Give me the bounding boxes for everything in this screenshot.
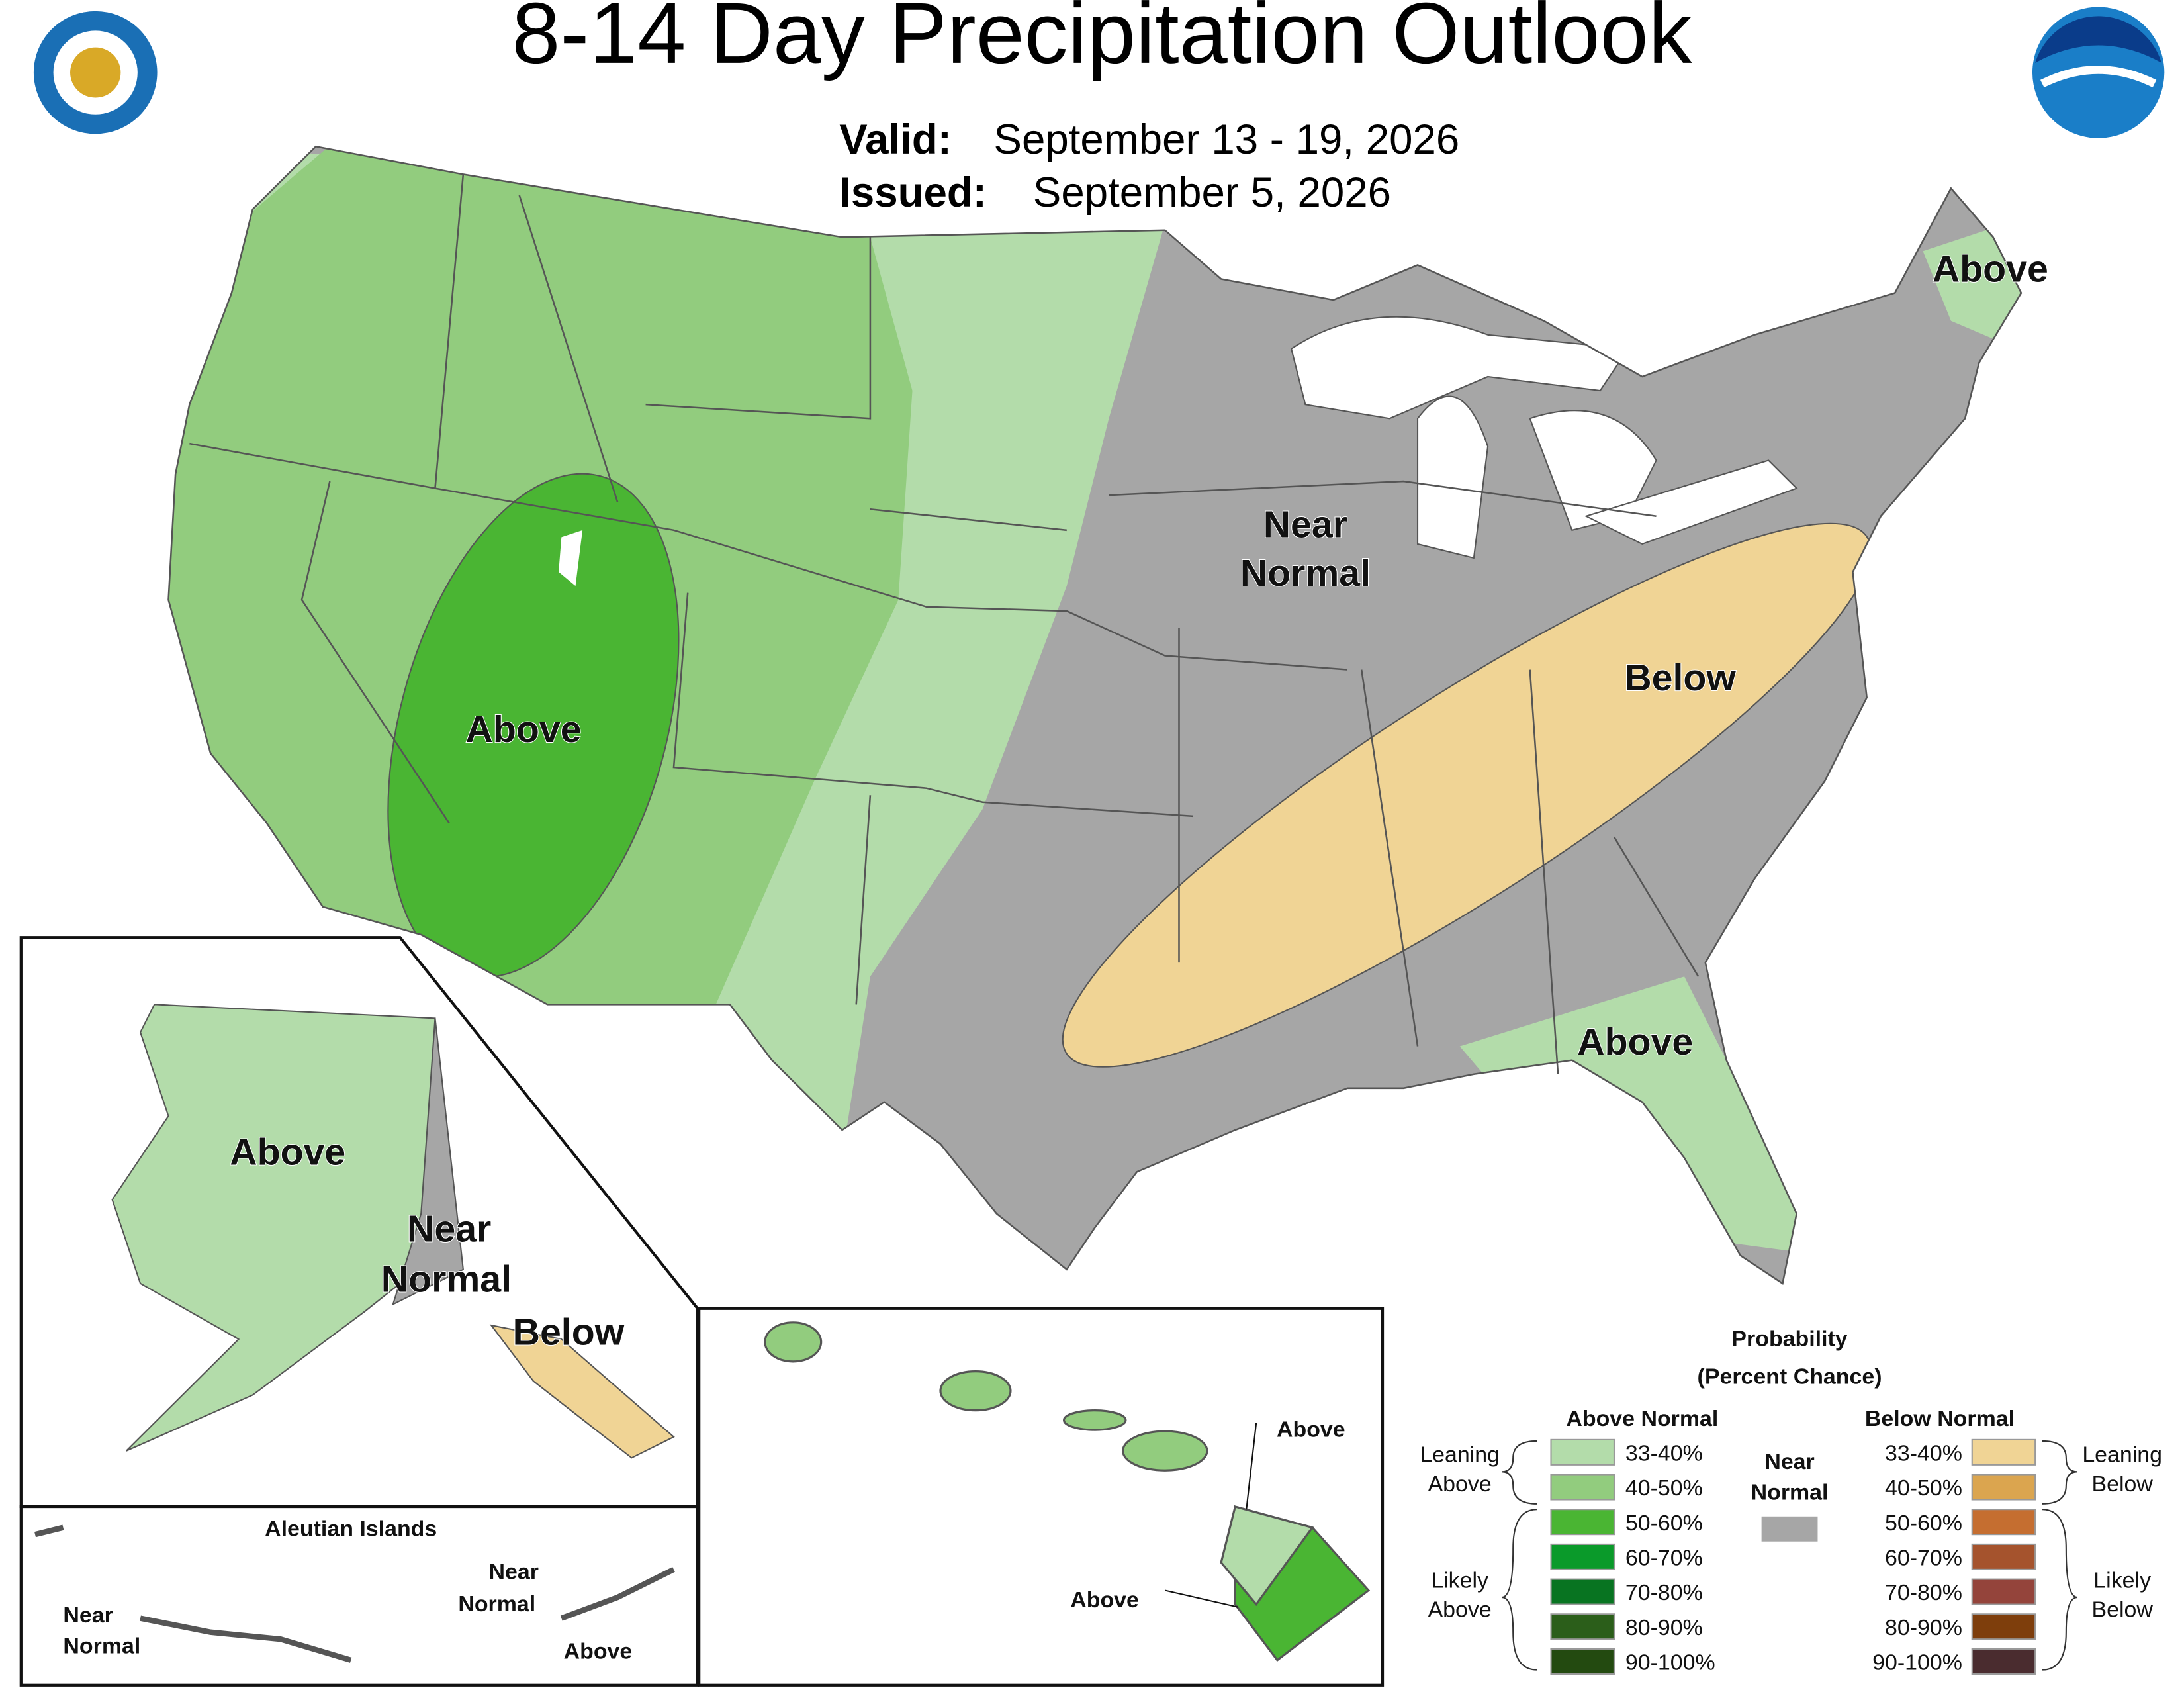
region-label: Normal: [63, 1633, 140, 1658]
legend-label: 70-80%: [1885, 1580, 1962, 1605]
legend-swatch: [1550, 1543, 1615, 1570]
aleutian-title: Aleutian Islands: [265, 1516, 437, 1541]
legend-label: 60-70%: [1885, 1546, 1962, 1571]
legend-heading: Normal: [1751, 1480, 1829, 1505]
legend-swatch: [1971, 1578, 2036, 1605]
legend-group: Above: [1428, 1597, 1492, 1622]
region-label: Below: [1624, 657, 1736, 699]
legend-swatch: [1971, 1543, 2036, 1570]
region-label: Above: [1277, 1417, 1345, 1442]
region-label: Above: [1933, 248, 2048, 291]
region-label: Near: [489, 1560, 539, 1585]
legend-swatch: [1971, 1648, 2036, 1675]
legend-heading: Below Normal: [1865, 1406, 2015, 1431]
legend-swatch: [1550, 1509, 1615, 1536]
legend-group: Leaning: [1420, 1442, 1500, 1468]
valid-dates: September 13 - 19, 2026: [994, 117, 1460, 163]
legend-swatch: [1550, 1438, 1615, 1466]
issued-date: September 5, 2026: [1033, 169, 1391, 216]
legend-label: 40-50%: [1625, 1476, 1703, 1501]
legend-swatch: [1971, 1509, 2036, 1536]
region-label: Above: [230, 1131, 345, 1174]
legend-heading: Near: [1764, 1449, 1814, 1474]
legend-swatch: [1971, 1438, 2036, 1466]
doc-logo: [33, 11, 158, 134]
region-label: Normal: [381, 1258, 512, 1301]
legend-swatch: [1550, 1578, 1615, 1605]
legend-heading: Above Normal: [1566, 1406, 1718, 1431]
legend-swatch: [1971, 1613, 2036, 1640]
legend-swatch: [1550, 1613, 1615, 1640]
legend-label: 90-100%: [1625, 1650, 1715, 1675]
legend-group: Below: [2091, 1597, 2153, 1622]
legend-label: 90-100%: [1872, 1650, 1962, 1675]
region-label: Above: [564, 1639, 633, 1664]
legend-label: 70-80%: [1625, 1580, 1703, 1605]
title: 8-14 Day Precipitation Outlook: [512, 0, 1692, 81]
legend-group: Above: [1428, 1472, 1492, 1497]
region-label: Normal: [458, 1591, 535, 1617]
noaa-logo: [2032, 7, 2165, 138]
legend-swatch: [1761, 1516, 1818, 1542]
legend-label: 33-40%: [1625, 1441, 1703, 1466]
valid-label: Valid:: [839, 117, 952, 163]
region-label: Above: [1577, 1021, 1693, 1063]
legend-swatch: [1971, 1474, 2036, 1501]
legend-label: 80-90%: [1885, 1615, 1962, 1640]
legend-title: (Percent Chance): [1698, 1364, 1882, 1389]
legend-swatch: [1550, 1474, 1615, 1501]
legend-label: 50-60%: [1885, 1511, 1962, 1536]
aleutian-inset: [19, 1505, 700, 1687]
legend-group: Likely: [2093, 1568, 2151, 1593]
legend-group: Leaning: [2082, 1442, 2162, 1468]
legend-group: Likely: [1431, 1568, 1488, 1593]
legend-label: 80-90%: [1625, 1615, 1703, 1640]
region-label: Normal: [1240, 552, 1371, 594]
legend-label: 40-50%: [1885, 1476, 1962, 1501]
region-label: Below: [513, 1311, 625, 1354]
legend-label: 33-40%: [1885, 1441, 1962, 1466]
region-label: Above: [466, 708, 582, 751]
issued-label: Issued:: [839, 169, 987, 216]
region-label: Near: [1263, 504, 1347, 546]
legend-swatch: [1550, 1648, 1615, 1675]
region-label: Near: [407, 1208, 491, 1250]
region-label: Above: [1070, 1587, 1139, 1613]
legend-group: Below: [2091, 1472, 2153, 1497]
legend-label: 50-60%: [1625, 1511, 1703, 1536]
legend: Probability (Percent Chance) Above Norma…: [1420, 1327, 2162, 1675]
legend-title: Probability: [1731, 1327, 1847, 1352]
region-label: Near: [63, 1603, 113, 1628]
legend-label: 60-70%: [1625, 1546, 1703, 1571]
